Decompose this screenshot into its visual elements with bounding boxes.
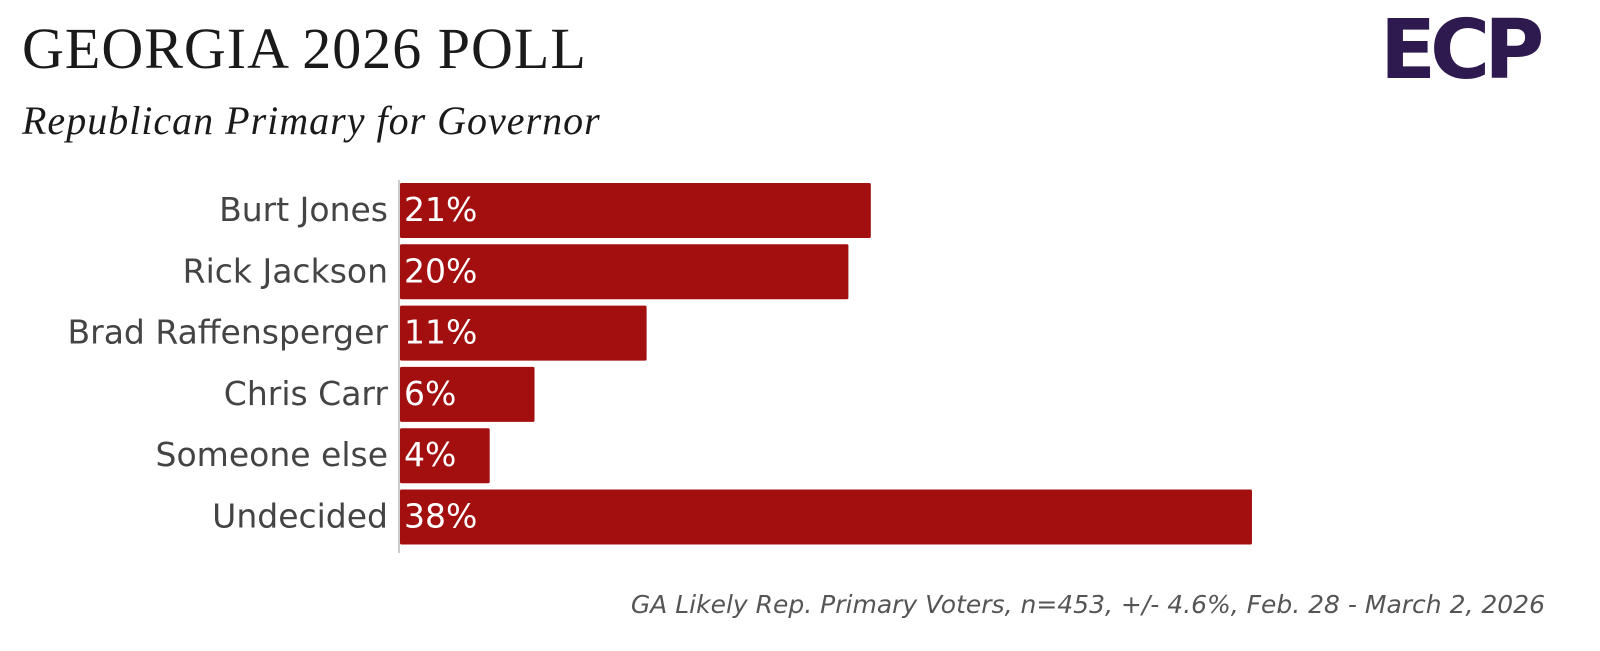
data-label: 20% [404, 251, 477, 290]
chart-title: GEORGIA 2026 POLL [22, 16, 587, 81]
bar [400, 183, 871, 238]
data-label: 21% [404, 190, 477, 229]
bar [400, 489, 1252, 545]
data-label: 38% [404, 497, 477, 536]
category-label: Someone else [156, 435, 388, 474]
data-label: 11% [404, 313, 477, 352]
bar [400, 366, 535, 422]
category-label: Brad Raffensperger [68, 313, 389, 352]
bar [400, 305, 647, 361]
logo: ECP [1380, 3, 1541, 98]
category-label: Undecided [212, 497, 388, 536]
data-label: 6% [404, 374, 456, 413]
bar [400, 244, 849, 300]
data-label: 4% [404, 435, 456, 474]
category-label: Chris Carr [224, 374, 389, 413]
footnote: GA Likely Rep. Primary Voters, n=453, +/… [631, 590, 1545, 619]
bar [400, 428, 490, 484]
chart-subtitle: Republican Primary for Governor [21, 98, 601, 143]
category-label: Rick Jackson [183, 251, 388, 290]
category-label: Burt Jones [219, 190, 388, 229]
